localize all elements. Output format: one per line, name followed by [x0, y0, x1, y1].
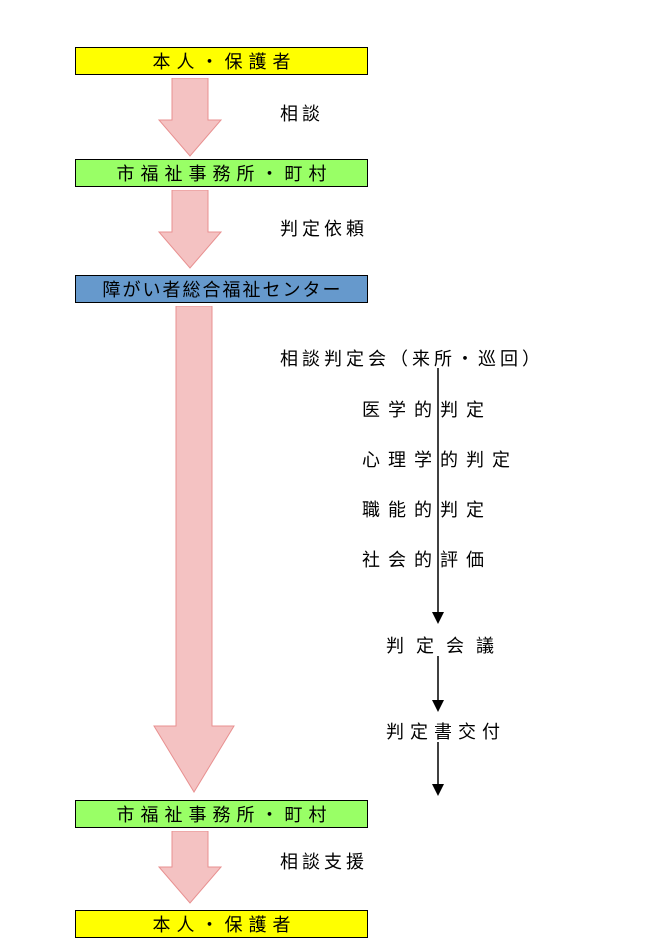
- label-meeting: 相談判定会（来所・巡回）: [280, 345, 544, 371]
- thin-arrow-3: [430, 742, 446, 800]
- sublabel-medical: 医学的判定: [362, 396, 492, 422]
- label-request: 判定依頼: [280, 215, 368, 241]
- sublabel-vocational: 職能的判定: [362, 496, 492, 522]
- box-person-top: 本人・保護者: [75, 47, 368, 75]
- thin-arrow-2: [430, 656, 446, 716]
- thin-arrow-1: [430, 368, 446, 628]
- arrow-3: [146, 306, 242, 796]
- sublabel-social: 社会的評価: [362, 546, 492, 572]
- box-center: 障がい者総合福祉センター: [75, 275, 368, 303]
- step-meeting: 判定会議: [386, 632, 506, 658]
- label-consult: 相談: [280, 100, 324, 126]
- arrow-2: [154, 190, 234, 272]
- step-issue: 判定書交付: [386, 718, 506, 744]
- label-support: 相談支援: [280, 848, 368, 874]
- arrow-4: [154, 831, 234, 907]
- box-office-2: 市福祉事務所・町村: [75, 800, 368, 828]
- arrow-1: [154, 78, 234, 160]
- box-person-bottom: 本人・保護者: [75, 910, 368, 938]
- box-office-1: 市福祉事務所・町村: [75, 159, 368, 187]
